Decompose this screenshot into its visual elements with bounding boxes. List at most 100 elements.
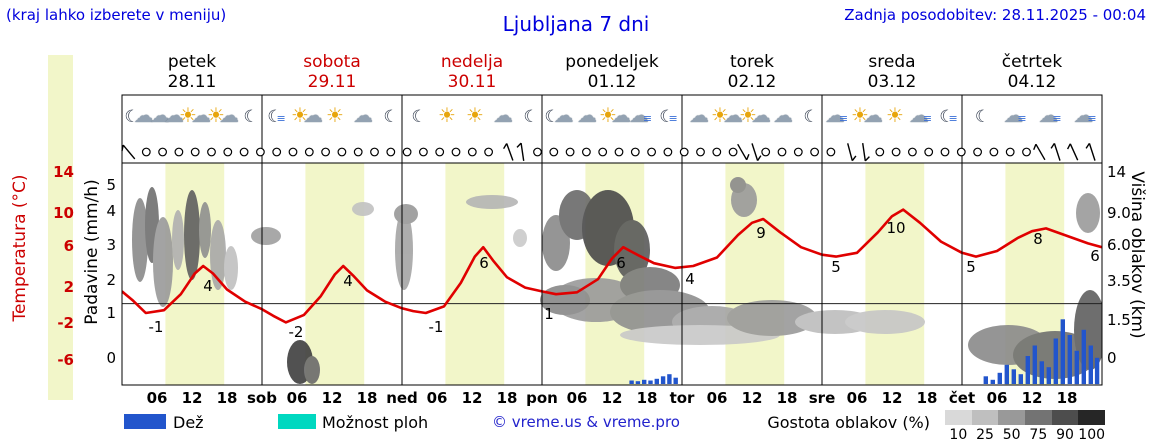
temperature-axis-label: Temperatura (°C): [10, 174, 30, 322]
weather-icon: ☁: [679, 103, 713, 127]
sun-icon: ☀: [291, 103, 309, 127]
cloud-icon: ☁: [689, 103, 709, 127]
weather-icon: ☾: [399, 103, 433, 127]
weather-icon: ☁≡: [1033, 103, 1067, 127]
x-hour-label: 18: [496, 389, 518, 407]
temp-value-label: 6: [1090, 247, 1100, 265]
x-hour-label: 18: [916, 389, 938, 407]
cloud-axis-tick: 0: [1107, 349, 1117, 367]
cloud-icon: ☁: [553, 103, 574, 127]
temp-value-label: 5: [831, 258, 841, 276]
showers-legend-swatch: [278, 414, 316, 429]
weather-icon: ☁≡: [623, 103, 657, 127]
day-name-torek: torek: [730, 52, 774, 72]
x-day-boundary-label: sre: [808, 389, 836, 407]
moon-icon: ☾: [974, 107, 990, 127]
x-hour-label: 12: [181, 389, 203, 407]
temp-value-label: -1: [428, 318, 444, 336]
cloud-icon: ☁: [773, 103, 793, 127]
density-scale-label: 10: [949, 427, 968, 443]
weather-icon: ☀☁: [175, 103, 211, 127]
temp-value-label: 4: [203, 277, 213, 295]
page-title: Ljubljana 7 dni: [502, 12, 650, 36]
weather-icon: ☾≡: [931, 103, 965, 127]
x-hour-label: 12: [741, 389, 763, 407]
cloud-icon: ☁: [1003, 103, 1023, 127]
x-hour-label: 12: [321, 389, 343, 407]
copyright-link[interactable]: © vreme.us & vreme.pro: [492, 413, 680, 431]
density-scale-label: 50: [1002, 427, 1021, 443]
day-date-četrtek: 04.12: [1007, 72, 1057, 92]
moon-icon: ☾: [939, 107, 954, 127]
x-hour-label: 18: [776, 389, 798, 407]
temp-value-label: 10: [886, 219, 906, 237]
weather-icon: ☾: [511, 103, 545, 127]
weather-icon: ☀: [427, 103, 461, 127]
density-scale-segment: [971, 410, 999, 425]
x-hour-label: 06: [566, 389, 588, 407]
density-scale-segment: [1078, 410, 1105, 425]
cloud-icon: ☁: [353, 103, 373, 127]
rain-icon: ≡: [642, 112, 652, 125]
temp-axis-tick: 6: [63, 237, 74, 255]
moon-icon: ☾: [124, 107, 139, 127]
rain-icon: ≡: [948, 112, 958, 125]
weather-icon: ☀☁: [287, 103, 323, 127]
cloud-axis-tick: 1.5: [1107, 311, 1131, 329]
temp-value-label: 8: [1033, 230, 1043, 248]
day-name-sreda: sreda: [868, 52, 916, 72]
sun-icon: ☀: [438, 103, 456, 127]
cloud-icon: ☁: [150, 103, 170, 127]
cloud-icon: ☁: [493, 103, 513, 127]
weather-icon: ☾: [371, 103, 405, 127]
cloud-icon: ☁: [628, 103, 649, 127]
day-date-sobota: 29.11: [307, 72, 357, 92]
weather-icon: ☾: [791, 103, 825, 127]
temp-axis-tick: 14: [53, 163, 74, 181]
x-hour-label: 18: [356, 389, 378, 407]
weather-icon: ☾≡: [651, 103, 685, 127]
sun-icon: ☀: [466, 103, 484, 127]
left-accent-strip: [48, 55, 73, 400]
temp-value-label: -2: [288, 323, 304, 341]
weather-icon: ☀☁: [595, 103, 631, 127]
rain-icon: ≡: [922, 112, 932, 125]
x-day-boundary-label: ned: [386, 389, 418, 407]
x-hour-label: 18: [1056, 389, 1078, 407]
weather-icon: ☀: [875, 103, 909, 127]
x-hour-label: 06: [986, 389, 1008, 407]
temp-value-label: 1: [544, 305, 554, 323]
day-name-četrtek: četrtek: [1001, 52, 1063, 72]
density-scale-label: 100: [1078, 427, 1106, 443]
cloud-axis-tick: 14: [1107, 163, 1127, 181]
weather-icon: ☁: [483, 103, 517, 127]
x-day-boundary-label: tor: [669, 389, 695, 407]
temp-axis-tick: 10: [53, 204, 74, 222]
precip-axis-tick: 5: [106, 176, 116, 194]
day-date-ponedeljek: 01.12: [587, 72, 637, 92]
weather-icon: ☁: [343, 103, 377, 127]
weather-icon: ☀☁: [203, 103, 239, 127]
weather-icon: ☀☁: [847, 103, 883, 127]
weather-icon: ☾: [963, 103, 997, 127]
cloud-axis-tick: 3.5: [1107, 272, 1131, 290]
weather-icon: ☁≡: [903, 103, 937, 127]
moon-icon: ☾: [523, 107, 538, 127]
temp-value-label: 6: [479, 254, 489, 272]
rain-legend-swatch: [124, 414, 166, 429]
precip-axis-tick: 4: [106, 202, 116, 220]
rain-legend-label: Dež: [173, 413, 204, 432]
sun-icon: ☀: [179, 103, 197, 127]
density-scale-segment: [998, 410, 1025, 425]
sun-icon: ☀: [326, 103, 344, 127]
x-hour-label: 18: [216, 389, 238, 407]
weather-icon: ☁☁: [147, 103, 184, 127]
x-hour-label: 06: [706, 389, 728, 407]
moon-icon: ☾: [411, 107, 426, 127]
precip-axis-tick: 3: [106, 236, 116, 254]
day-name-sobota: sobota: [303, 52, 361, 72]
temp-value-label: 4: [685, 270, 695, 288]
weather-icon: ☾☁: [119, 103, 153, 127]
rain-icon: ≡: [1087, 112, 1096, 125]
